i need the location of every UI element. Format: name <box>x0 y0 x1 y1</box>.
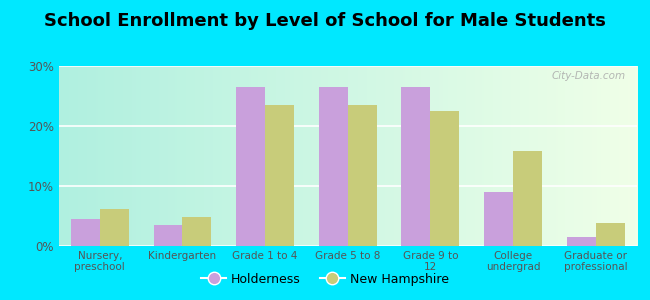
Bar <box>183 217 211 246</box>
Bar <box>484 192 513 246</box>
Bar <box>595 223 625 246</box>
Text: City-Data.com: City-Data.com <box>551 71 625 81</box>
Bar <box>236 87 265 246</box>
Bar <box>100 209 129 246</box>
Text: School Enrollment by Level of School for Male Students: School Enrollment by Level of School for… <box>44 12 606 30</box>
Bar <box>153 225 183 246</box>
Bar <box>430 111 460 246</box>
Bar <box>265 105 294 246</box>
Bar <box>567 237 595 246</box>
Bar <box>71 219 100 246</box>
Bar <box>513 151 542 246</box>
Bar <box>402 87 430 246</box>
Legend: Holderness, New Hampshire: Holderness, New Hampshire <box>196 268 454 291</box>
Bar <box>348 105 377 246</box>
Bar <box>318 87 348 246</box>
